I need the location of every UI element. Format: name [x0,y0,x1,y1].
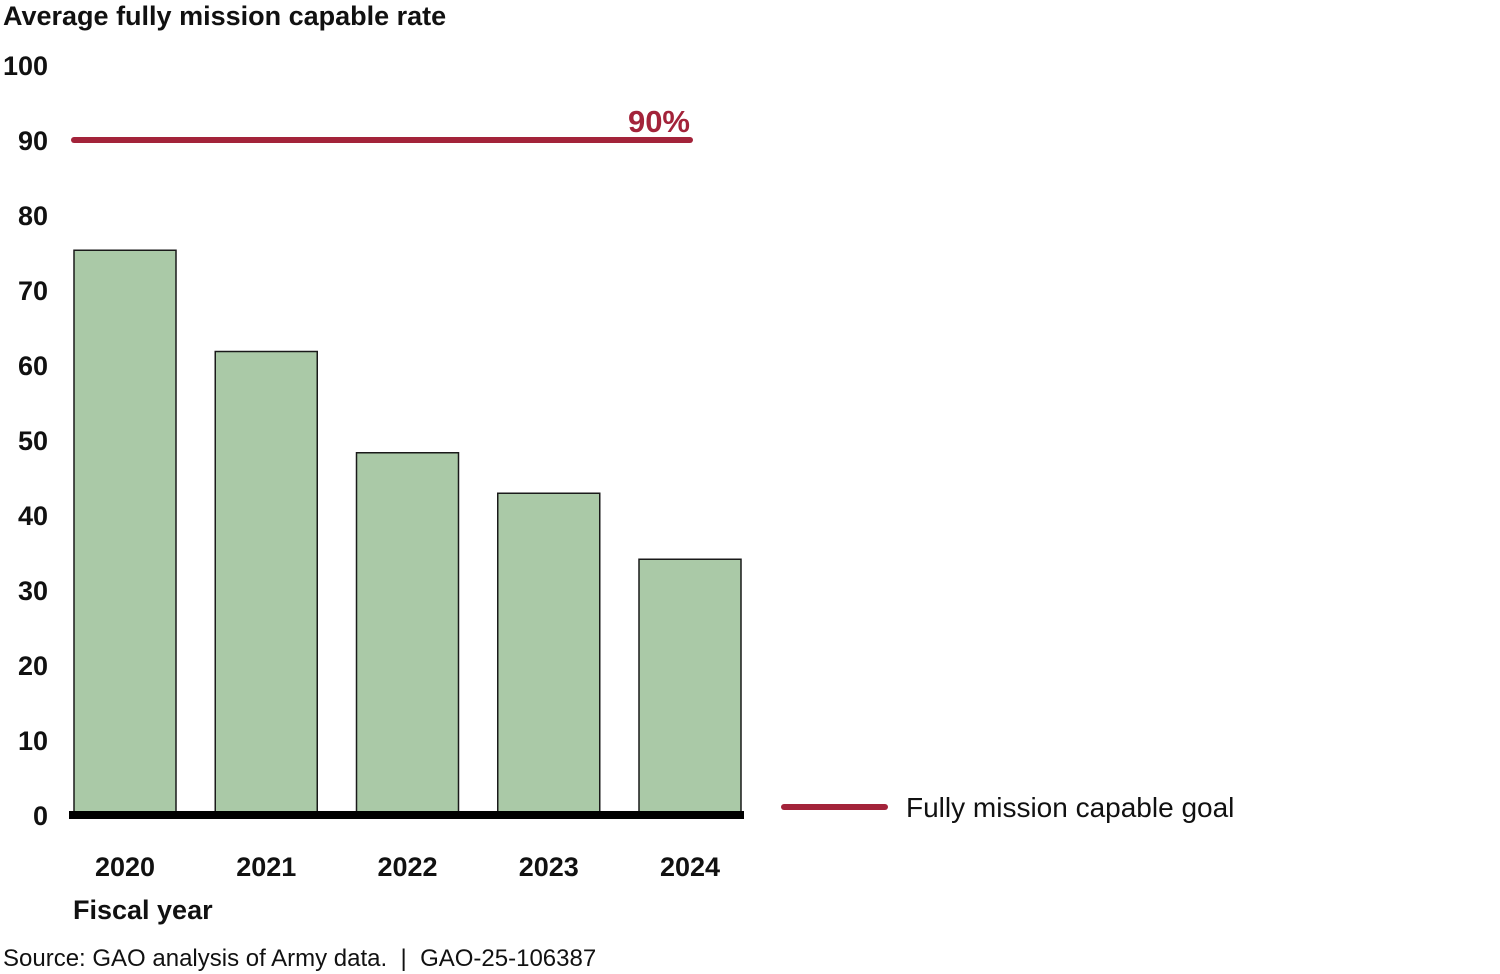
x-axis-categories: 2020 2021 2022 2023 2024 [95,852,720,882]
bar-2024 [638,558,742,816]
y-tick-label: 30 [18,576,48,606]
legend: Fully mission capable goal [781,792,1234,823]
y-tick-label: 20 [18,651,48,681]
legend-goal-label: Fully mission capable goal [906,792,1234,823]
y-tick-label: 80 [18,201,48,231]
goal-line-group: 90% [71,104,693,143]
bar-2022 [355,452,460,816]
x-category-label: 2020 [95,852,155,882]
y-tick-label: 50 [18,426,48,456]
y-tick-label: 60 [18,351,48,381]
y-axis-ticks: 0 10 20 30 40 50 60 70 80 90 100 [3,51,48,831]
bar-2020 [73,249,177,816]
y-tick-label: 90 [18,126,48,156]
goal-label: 90% [628,104,690,139]
y-tick-label: 100 [3,51,48,81]
x-category-label: 2022 [377,852,437,882]
x-category-label: 2023 [519,852,579,882]
y-tick-label: 10 [18,726,48,756]
y-axis-title: Average fully mission capable rate [3,1,446,31]
bar-2023 [497,492,601,816]
y-tick-label: 40 [18,501,48,531]
x-axis-title: Fiscal year [73,895,213,925]
x-category-label: 2021 [236,852,296,882]
bars [73,249,742,816]
x-category-label: 2024 [660,852,720,882]
y-tick-label: 70 [18,276,48,306]
source-note: Source: GAO analysis of Army data. | GAO… [3,945,596,972]
bar-2021 [214,350,318,816]
y-tick-label: 0 [33,801,48,831]
